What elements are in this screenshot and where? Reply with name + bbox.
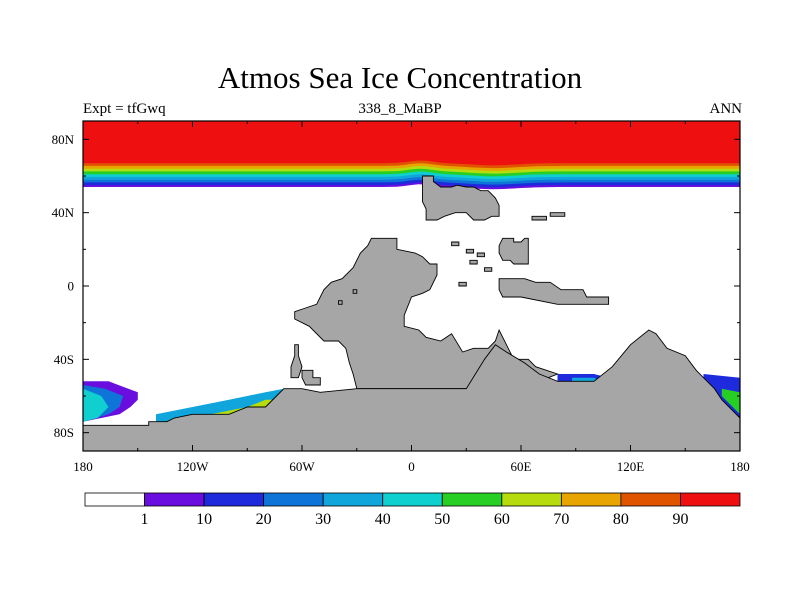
x-tick-label: 60W [289,459,315,474]
land-small_n1 [549,212,566,217]
land-small_h [352,289,358,294]
x-tick-label: 180 [730,459,750,474]
period-label: 338_8_MaBP [358,101,442,117]
land-east_asia [498,237,529,265]
axes: 180 120W 60W 0 60E 120E 180 80N 40N 0 40S 80S [52,121,750,474]
colorbar: 1 10 20 30 40 50 60 70 80 90 [84,492,741,528]
colorbar-label: 70 [553,511,569,528]
land-small_g [338,300,343,305]
y-tick-label: 40S [54,352,74,367]
colorbar-label: 1 [141,511,149,528]
colorbar-swatch [203,492,265,507]
x-tick-label: 0 [408,459,415,474]
land-islands_sea [498,278,610,305]
plot-area [83,121,740,451]
land-small_a [451,241,460,247]
ice-patch-se_ice_c [703,374,740,418]
colorbar-label: 10 [196,511,212,528]
x-tick-label: 120W [177,459,210,474]
colorbar-swatch [620,492,681,507]
colorbar-swatch [441,492,503,507]
season-label: ANN [709,101,743,117]
colorbar-label: 60 [494,511,510,528]
colorbar-label: 20 [256,511,272,528]
land-small_n2 [531,215,547,221]
colorbar-swatch [680,492,741,507]
ice-patch-sw_ice_inner [83,388,109,422]
y-tick-label: 80N [52,132,75,147]
land-americas_tip [290,344,303,379]
land-small_f [458,281,467,287]
colorbar-swatch [144,492,205,507]
experiment-label: Expt = tfGwq [83,101,166,117]
x-tick-label: 60E [511,459,532,474]
land-small_e [484,267,493,272]
colorbar-label: 90 [672,511,688,528]
colorbar-swatch [560,492,622,507]
colorbar-label: 80 [613,511,629,528]
land-south_continent [83,329,740,451]
colorbar-swatch [501,492,562,507]
colorbar-swatch [382,492,443,507]
colorbar-label: 30 [315,511,331,528]
colorbar-swatch [322,492,384,507]
x-tick-label: 120E [617,459,645,474]
colorbar-swatch [84,492,145,507]
chart-title: Atmos Sea Ice Concentration [217,60,583,95]
colorbar-swatch [263,492,324,507]
y-tick-label: 40N [52,205,75,220]
land-small_d [469,259,478,265]
land-small_c [476,252,485,258]
x-tick-label: 180 [73,459,93,474]
colorbar-label: 40 [375,511,391,528]
land-eurasia [422,175,500,221]
y-tick-label: 80S [54,425,74,440]
land-greenland_isl [301,369,321,386]
colorbar-label: 50 [434,511,450,528]
y-tick-label: 0 [68,279,75,294]
ice-patch-se_ice_d [721,388,740,415]
north-ice-band-90 [83,121,740,166]
land-small_b [465,248,475,254]
